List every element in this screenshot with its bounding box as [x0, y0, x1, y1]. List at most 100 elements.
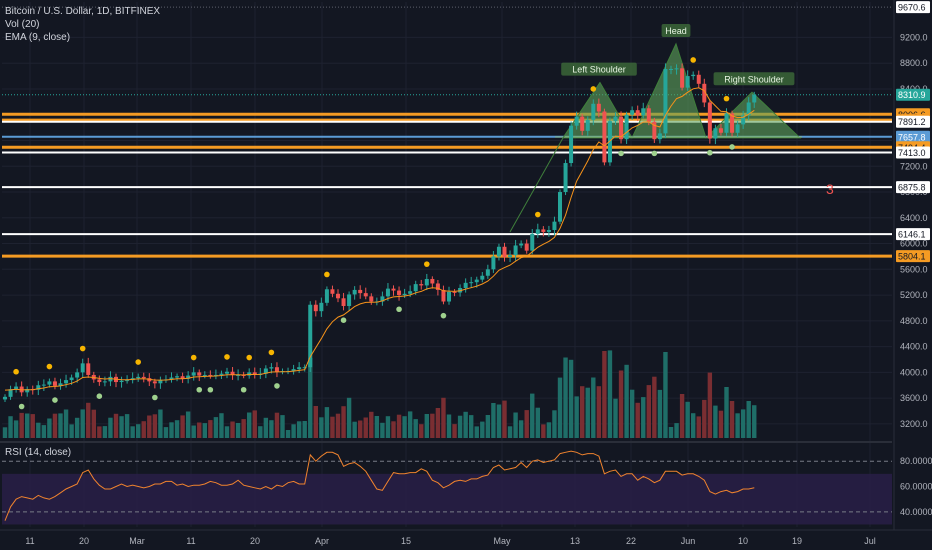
volume-bar: [58, 413, 63, 438]
candle-body: [402, 293, 407, 296]
ema-path: [4, 87, 755, 391]
volume-bar: [441, 397, 446, 438]
rsi-legend[interactable]: RSI (14, close): [5, 446, 71, 459]
candle-body: [341, 298, 346, 307]
volume-bar: [330, 416, 335, 438]
volume-bar: [30, 414, 35, 438]
volume-bar: [341, 406, 346, 438]
volume-bar: [469, 415, 474, 438]
candle-body: [108, 376, 113, 382]
volume-bar: [591, 377, 596, 438]
volume-bar: [258, 426, 263, 438]
candle-body: [175, 376, 180, 378]
time-axis[interactable]: 11 20 Mar 11 20 Apr 15 May 13 22 Jun 10 19 Jul: [25, 536, 875, 546]
volume-bar: [613, 398, 618, 438]
candle-body: [380, 296, 385, 302]
sell-signal-dot: [13, 368, 19, 375]
sell-signal-dot: [690, 57, 696, 63]
price-tick-label: 3600.0: [900, 393, 928, 403]
volume-bar: [480, 421, 485, 438]
price-tag-box: [896, 1, 930, 14]
candle-body: [263, 368, 268, 374]
volume-bar: [302, 421, 307, 438]
symbol-legend[interactable]: Bitcoin / U.S. Dollar, 1D, BITFINEX Vol …: [5, 5, 160, 44]
candle-body: [180, 376, 185, 379]
volume-bar: [518, 420, 524, 438]
price-tick-label: 7200.0: [900, 161, 928, 171]
candle-body: [97, 379, 102, 383]
candle-body: [635, 110, 640, 116]
rsi-pane: [2, 450, 892, 525]
volume-bar: [208, 420, 213, 438]
volume-bar: [152, 414, 158, 438]
candle-body: [469, 282, 474, 284]
price-tag-box: [896, 250, 930, 263]
volume-bar: [552, 410, 557, 438]
sell-signal-dot: [590, 86, 597, 92]
volume-bar: [580, 386, 585, 438]
volume-bar: [419, 424, 424, 438]
volume-bar: [285, 430, 291, 438]
buy-signal-dot: [152, 394, 158, 401]
candle-body: [269, 367, 274, 369]
candle-body: [535, 229, 540, 234]
candle-body: [685, 76, 690, 88]
sell-signal-dot: [424, 261, 430, 267]
price-tag-label: 6146.1: [898, 230, 926, 240]
candle-body: [513, 245, 518, 256]
volume-bar: [252, 410, 257, 438]
volume-bar: [19, 412, 24, 438]
volume-bar: [507, 426, 513, 438]
volume-bar: [241, 419, 246, 438]
candle-body: [152, 381, 157, 384]
price-axis[interactable]: 3200.0 3600.0 4000.0 4400.0 4800.0 5200.0 5600…: [900, 32, 932, 516]
pattern-leg-line: [509, 82, 601, 233]
volume-bar: [197, 422, 202, 438]
volume-bar: [646, 385, 651, 438]
candle-body: [297, 367, 302, 370]
ema-legend: EMA (9, close): [5, 32, 71, 43]
price-tick-label: 5200.0: [900, 290, 928, 300]
candle-body: [52, 381, 57, 386]
candle-body: [274, 367, 279, 372]
candle-body: [330, 289, 335, 294]
price-tag-label: 5804.1: [898, 252, 926, 262]
volume-bar: [69, 424, 74, 438]
candle-body: [424, 278, 429, 286]
candle-body: [652, 121, 657, 140]
candle-body: [441, 289, 446, 302]
candle-body: [474, 279, 479, 283]
volume-bar: [385, 416, 391, 438]
buy-signal-dot: [651, 150, 658, 157]
candle-body: [713, 128, 718, 139]
candle-body: [213, 374, 218, 376]
candle-body: [419, 284, 424, 286]
candle-body: [308, 304, 313, 368]
price-tag-label: 8310.9: [898, 90, 926, 100]
price-tick-label: 4800.0: [900, 316, 928, 326]
candle-body: [36, 385, 41, 390]
volume-bar: [679, 394, 685, 438]
candle-body: [718, 128, 723, 133]
sell-signal-dot: [268, 349, 275, 356]
volume-bar: [224, 426, 230, 438]
volume-bar: [674, 423, 679, 438]
sell-signal-dot: [135, 359, 141, 365]
volume-bar: [219, 413, 224, 438]
candle-body: [435, 283, 440, 290]
candle-body: [64, 380, 69, 384]
volume-bar: [141, 421, 146, 438]
candle-body: [702, 83, 707, 103]
price-tag-box: [896, 115, 930, 128]
buy-signal-dot: [440, 312, 447, 319]
volume-bar: [557, 377, 563, 438]
volume-bar: [563, 357, 568, 438]
buy-signal-dot: [618, 150, 624, 157]
volume-bar: [629, 389, 635, 438]
volume-bar: [202, 423, 207, 438]
price-tick-label: 3200.0: [900, 419, 928, 429]
volume-bar: [324, 407, 330, 438]
time-tick-label: 13: [570, 536, 580, 546]
volume-bar: [296, 421, 302, 438]
